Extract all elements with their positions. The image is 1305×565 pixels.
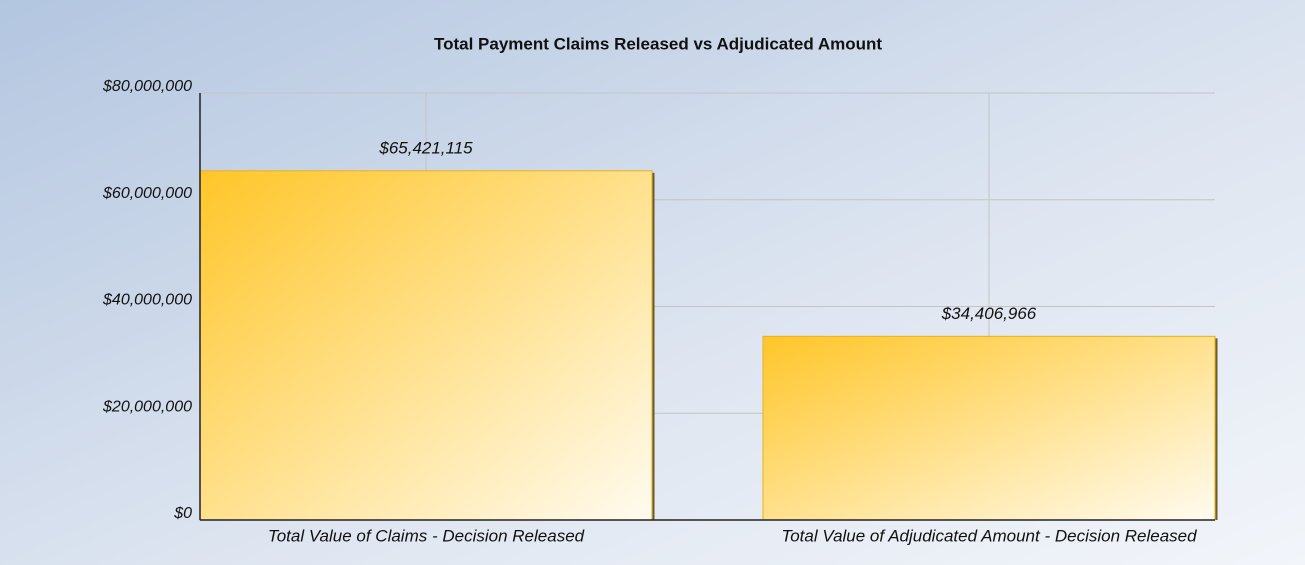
y-tick-label: $0 [173, 505, 192, 522]
value-label: $34,406,966 [941, 304, 1037, 323]
bar [762, 335, 1216, 521]
bar [199, 170, 653, 521]
x-tick-label: Total Value of Adjudicated Amount - Deci… [781, 526, 1197, 545]
value-label: $65,421,115 [378, 138, 473, 157]
chart-title: Total Payment Claims Released vs Adjudic… [434, 34, 882, 53]
y-tick-label: $20,000,000 [102, 398, 192, 415]
y-tick-label: $60,000,000 [102, 185, 192, 202]
x-tick-label: Total Value of Claims - Decision Release… [268, 526, 585, 545]
y-tick-label: $40,000,000 [102, 292, 192, 309]
y-tick-label: $80,000,000 [102, 78, 192, 95]
